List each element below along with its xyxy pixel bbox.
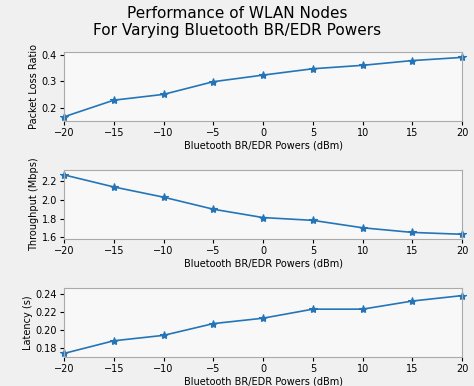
- Y-axis label: Latency (s): Latency (s): [23, 295, 33, 350]
- X-axis label: Bluetooth BR/EDR Powers (dBm): Bluetooth BR/EDR Powers (dBm): [183, 377, 343, 386]
- Y-axis label: Packet Loss Ratio: Packet Loss Ratio: [29, 44, 39, 129]
- X-axis label: Bluetooth BR/EDR Powers (dBm): Bluetooth BR/EDR Powers (dBm): [183, 259, 343, 269]
- Y-axis label: Throughput (Mbps): Throughput (Mbps): [29, 158, 39, 251]
- X-axis label: Bluetooth BR/EDR Powers (dBm): Bluetooth BR/EDR Powers (dBm): [183, 141, 343, 151]
- Text: Performance of WLAN Nodes
For Varying Bluetooth BR/EDR Powers: Performance of WLAN Nodes For Varying Bl…: [93, 6, 381, 38]
